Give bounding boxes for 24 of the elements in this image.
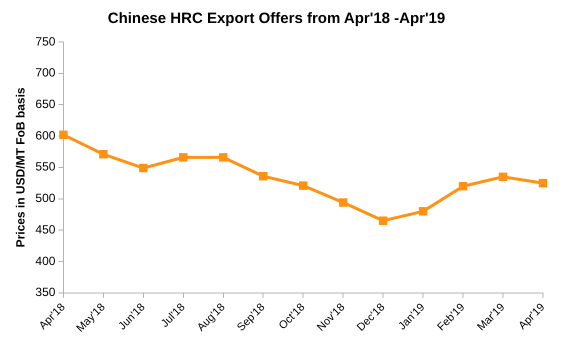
y-tick-label: 650	[35, 97, 56, 112]
y-axis-title: Prices in USD/MT FoB basis	[14, 87, 28, 248]
y-tick-label: 350	[35, 285, 56, 300]
point	[378, 216, 388, 225]
y-tick-label: 500	[35, 191, 56, 206]
point	[139, 164, 148, 172]
point	[179, 153, 188, 162]
point	[59, 130, 68, 140]
y-tick-label: 600	[35, 128, 56, 142]
point	[498, 172, 508, 182]
point	[338, 198, 348, 207]
point	[418, 207, 428, 216]
y-tick-label: 550	[35, 160, 56, 174]
y-tick-label: 400	[35, 254, 56, 268]
y-tick-label: 700	[35, 66, 56, 80]
point	[298, 181, 308, 190]
point	[99, 150, 108, 158]
point	[219, 153, 228, 162]
point	[538, 178, 548, 188]
y-tick-label: 750	[35, 34, 56, 48]
point	[458, 182, 468, 190]
chart-title: Chinese HRC Export Offers from Apr'18 -Apr'19	[108, 10, 446, 28]
y-tick-label: 450	[35, 222, 56, 236]
point	[259, 172, 268, 180]
